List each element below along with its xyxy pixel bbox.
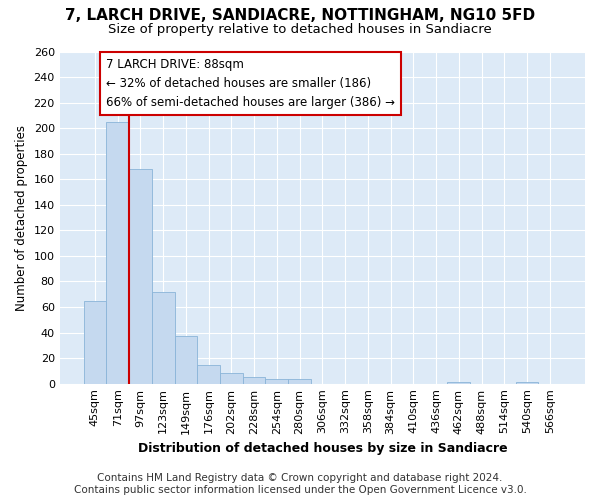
Bar	[175, 336, 197, 384]
Bar	[515, 382, 538, 384]
Bar	[152, 292, 175, 384]
Bar	[243, 378, 265, 384]
Text: 7 LARCH DRIVE: 88sqm
← 32% of detached houses are smaller (186)
66% of semi-deta: 7 LARCH DRIVE: 88sqm ← 32% of detached h…	[106, 58, 395, 109]
Bar	[197, 364, 220, 384]
Text: Contains HM Land Registry data © Crown copyright and database right 2024.
Contai: Contains HM Land Registry data © Crown c…	[74, 474, 526, 495]
Bar	[448, 382, 470, 384]
Bar	[106, 122, 129, 384]
Bar	[220, 374, 243, 384]
Text: 7, LARCH DRIVE, SANDIACRE, NOTTINGHAM, NG10 5FD: 7, LARCH DRIVE, SANDIACRE, NOTTINGHAM, N…	[65, 8, 535, 22]
Bar	[83, 300, 106, 384]
Bar	[129, 169, 152, 384]
Text: Size of property relative to detached houses in Sandiacre: Size of property relative to detached ho…	[108, 22, 492, 36]
Bar	[265, 378, 288, 384]
Y-axis label: Number of detached properties: Number of detached properties	[15, 124, 28, 310]
X-axis label: Distribution of detached houses by size in Sandiacre: Distribution of detached houses by size …	[137, 442, 507, 455]
Bar	[288, 378, 311, 384]
